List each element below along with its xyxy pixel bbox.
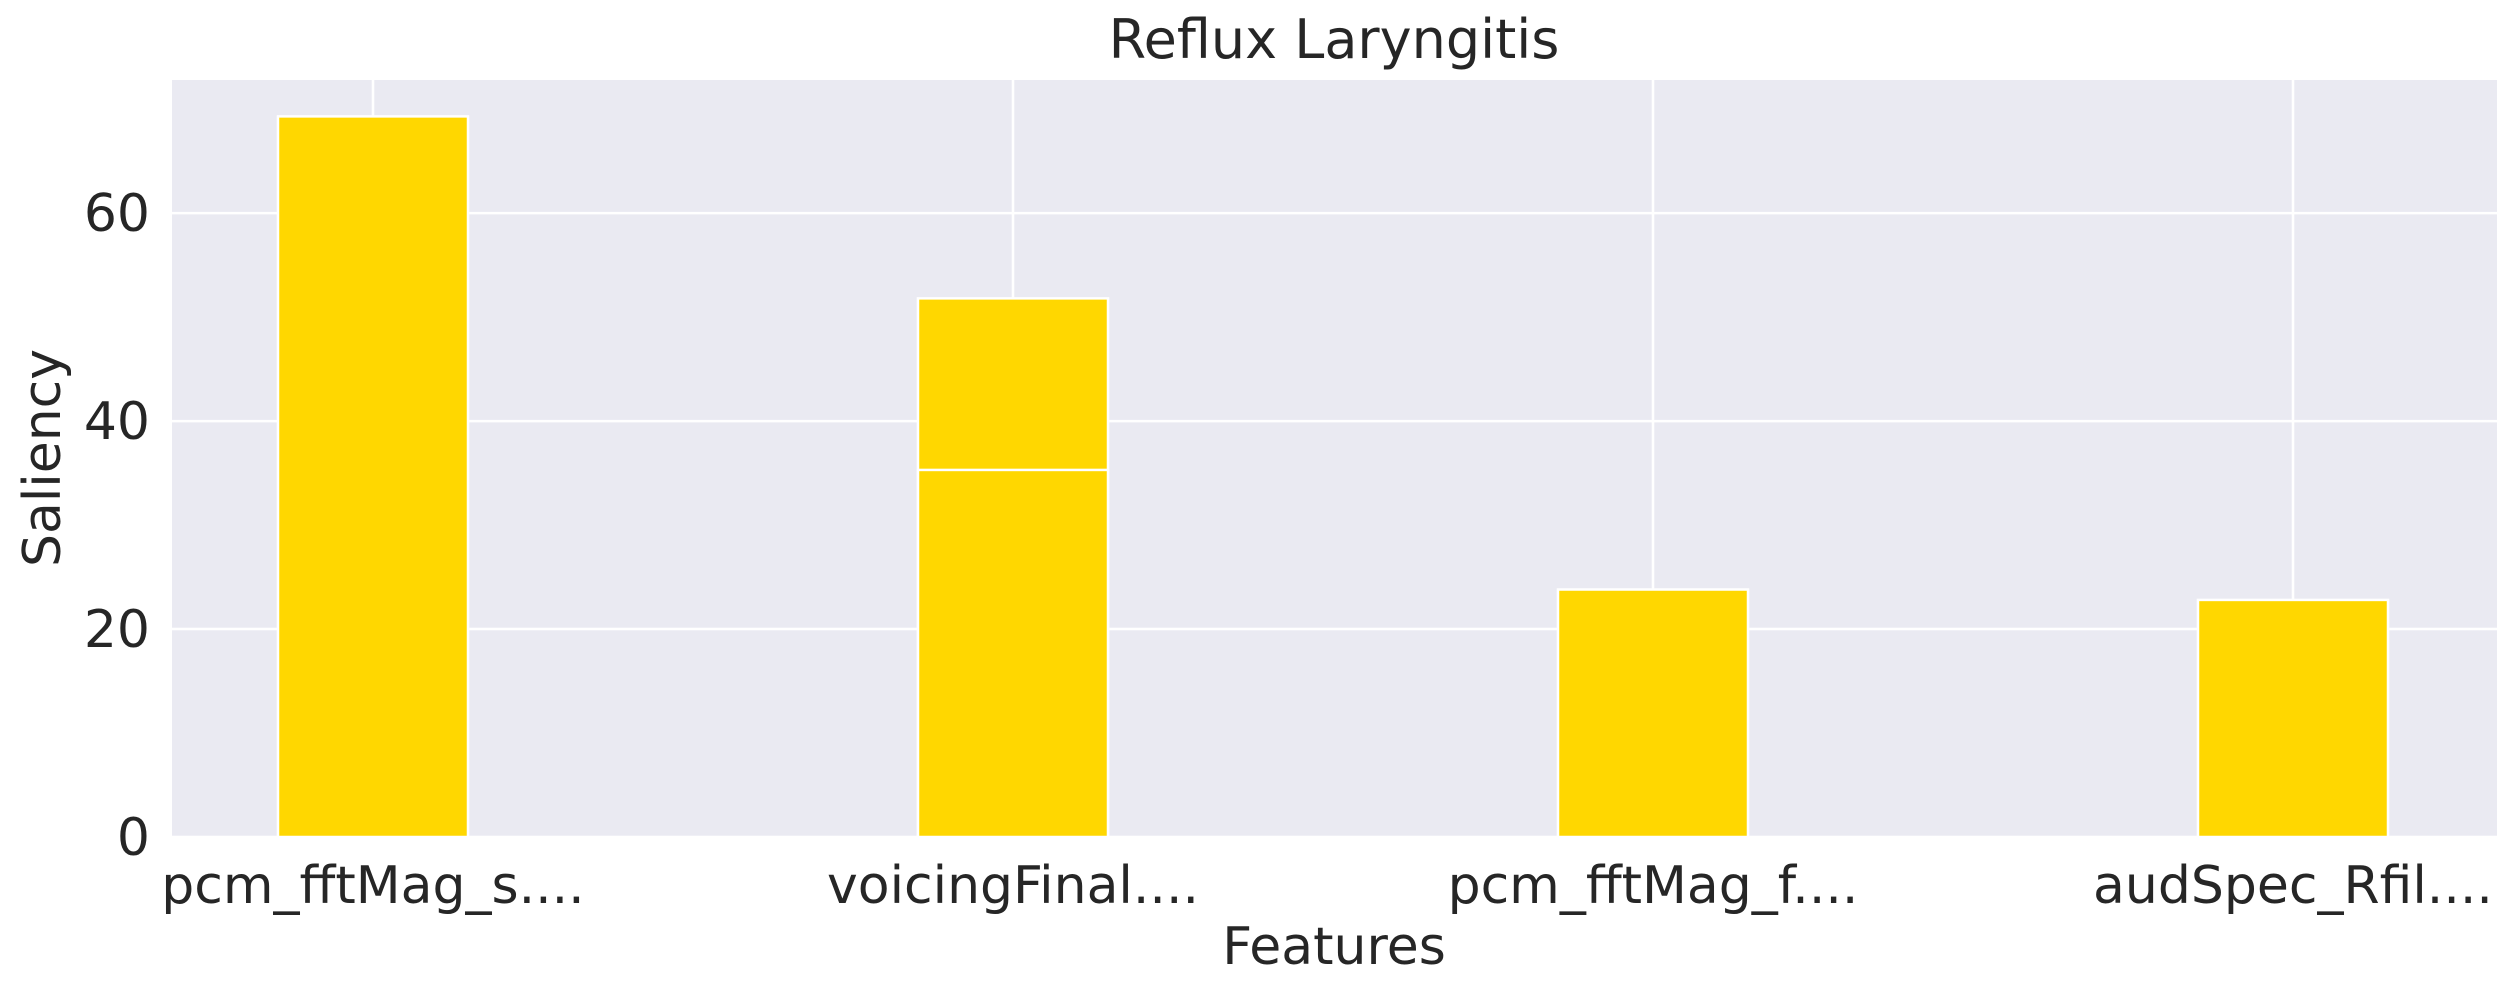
y-axis-label: Saliency: [13, 349, 73, 567]
y-tick-labels: 0 20 40 60: [84, 184, 150, 868]
bar: [1556, 588, 1750, 839]
x-tick-label: voicingFinal....: [827, 856, 1199, 916]
y-tick-label: 60: [84, 184, 150, 244]
bars: [276, 115, 2390, 839]
y-tick-label: 20: [84, 600, 150, 660]
bar: [916, 468, 1110, 839]
y-tick-label: 0: [117, 808, 150, 868]
x-tick-label: audSpec_Rfil....: [2093, 856, 2493, 916]
x-axis-label: Features: [1222, 917, 1446, 977]
y-tick-label: 40: [84, 392, 150, 452]
chart-title: Reflux Laryngitis: [1109, 8, 1560, 71]
bar: [276, 115, 470, 839]
plot-background: [172, 80, 2497, 837]
bar: [2196, 598, 2390, 839]
x-tick-label: pcm_fftMag_f....: [1448, 856, 1859, 916]
x-tick-label: pcm_fftMag_s....: [161, 856, 584, 916]
x-tick-labels: pcm_fftMag_s.... voicingFinal.... pcm_fftM…: [161, 856, 2493, 916]
